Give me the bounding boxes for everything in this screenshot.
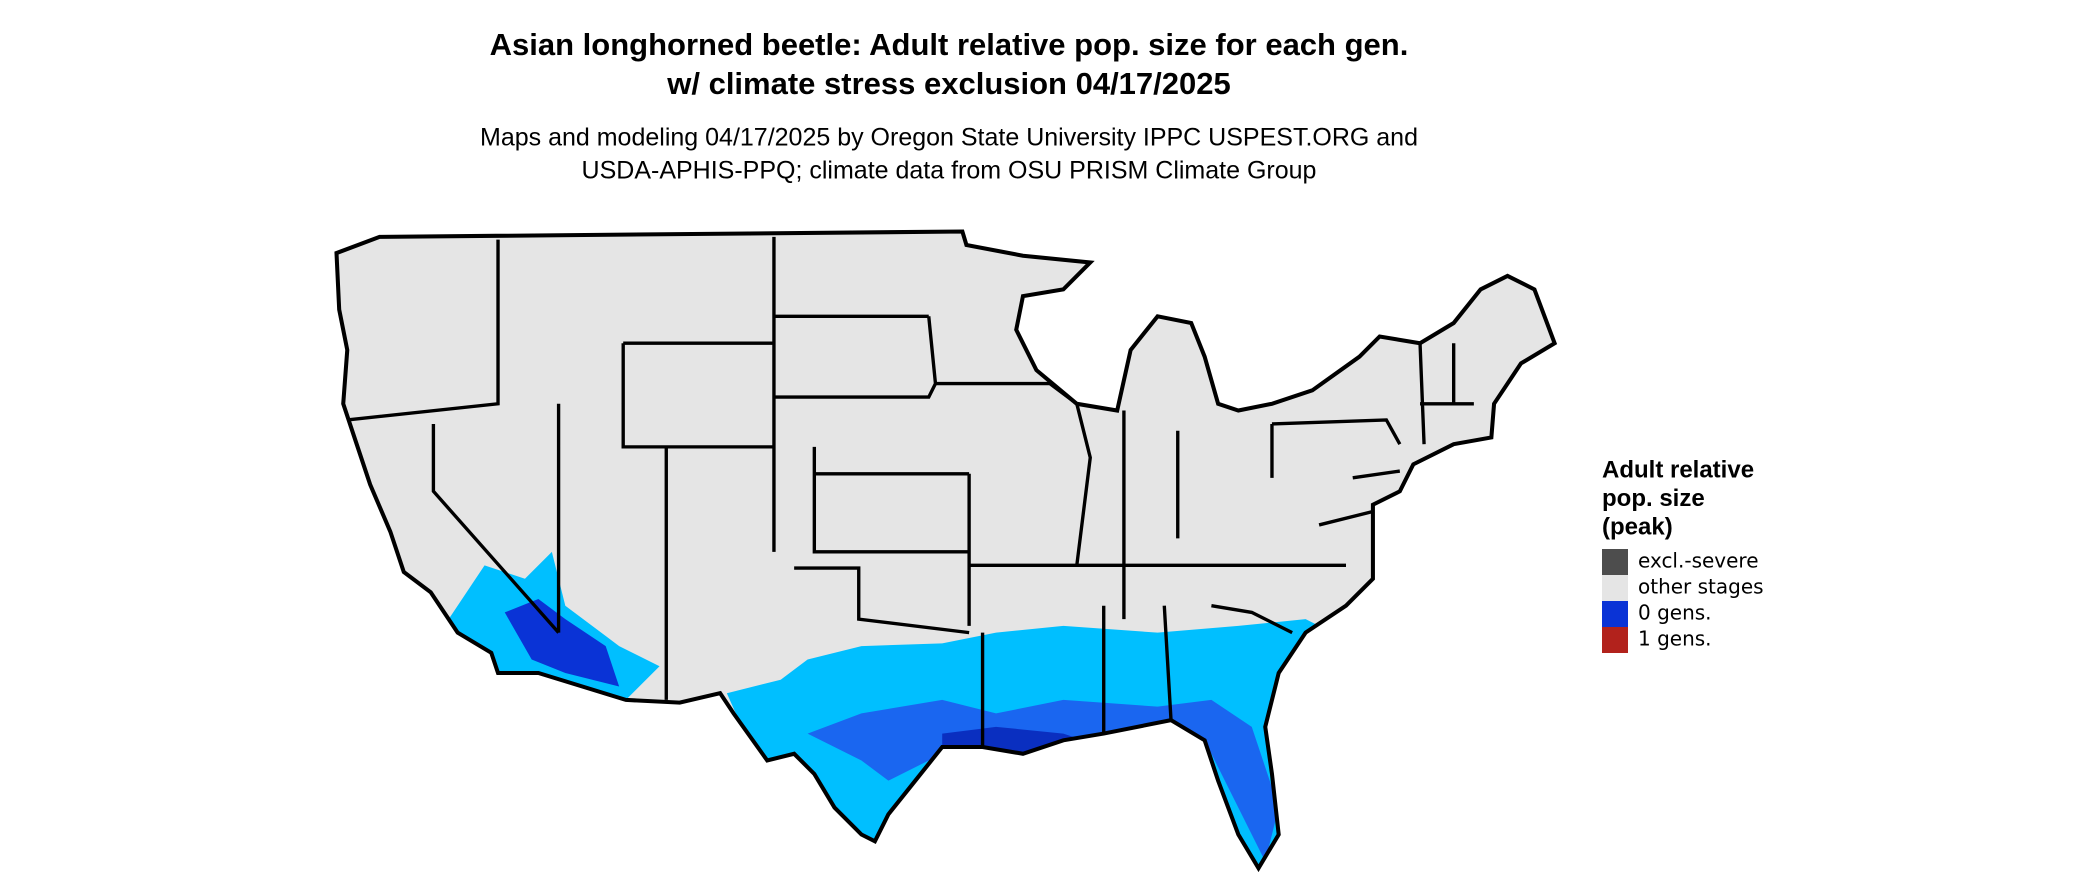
legend-swatch: [1602, 549, 1628, 575]
legend-swatch: [1602, 627, 1628, 653]
legend-label: 0 gens.: [1638, 601, 1712, 625]
region-mid: [807, 699, 1279, 862]
legend-label: 1 gens.: [1638, 627, 1712, 651]
legend-label: excl.-severe: [1638, 549, 1759, 573]
map: [334, 229, 1558, 873]
us-outline: [334, 229, 1558, 873]
legend-title: pop. size: [1602, 485, 1705, 512]
legend-swatch: [1602, 601, 1628, 627]
title: w/ climate stress exclusion 04/17/2025: [666, 66, 1231, 101]
subtitle: USDA-APHIS-PPQ; climate data from OSU PR…: [582, 157, 1317, 185]
region-dark: [504, 598, 620, 687]
legend-title: (peak): [1602, 513, 1673, 540]
legend-swatch: [1602, 575, 1628, 601]
legend-label: other stages: [1638, 575, 1764, 599]
state-borders: [347, 236, 1474, 748]
title: Asian longhorned beetle: Adult relative …: [490, 27, 1409, 62]
subtitle: Maps and modeling 04/17/2025 by Oregon S…: [480, 124, 1418, 152]
legend-title: Adult relative: [1602, 456, 1754, 483]
